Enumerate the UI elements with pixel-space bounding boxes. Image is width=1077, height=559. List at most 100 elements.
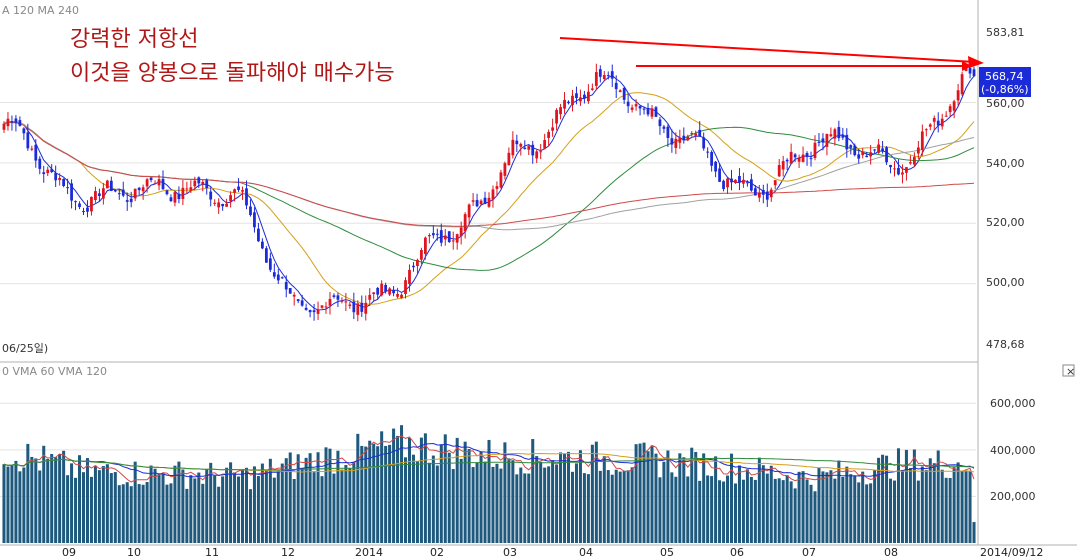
volume-bar — [809, 484, 813, 543]
volume-bar — [869, 483, 873, 543]
candle-body — [388, 288, 392, 295]
candle-body — [901, 172, 904, 175]
volume-bar — [244, 467, 249, 543]
volume-bar — [769, 465, 773, 543]
volume-bar — [745, 469, 749, 543]
candle-body — [606, 75, 610, 77]
candle-body — [960, 74, 964, 95]
volume-bar — [519, 467, 523, 543]
candle-body — [638, 106, 642, 109]
volume-tick-400k: 400,000 — [990, 444, 1036, 457]
candle-body — [368, 294, 372, 300]
volume-bar — [248, 489, 252, 543]
candle-body — [972, 69, 976, 77]
candle-body — [161, 178, 165, 190]
volume-bar — [527, 473, 531, 543]
candle-body — [642, 108, 646, 110]
volume-bar — [821, 471, 825, 543]
candle-body — [674, 138, 678, 148]
volume-axis-ticks: 600,000 400,000 200,000 — [990, 397, 1036, 503]
vma5-line — [3, 435, 975, 483]
volume-bar — [272, 477, 276, 543]
volume-bar — [531, 439, 535, 543]
volume-bar — [523, 473, 527, 543]
volume-bar — [129, 486, 133, 543]
volume-bar — [6, 466, 10, 543]
volume-bar — [678, 453, 682, 543]
volume-bar — [702, 453, 706, 543]
candle-body — [773, 180, 777, 186]
volume-bar — [932, 463, 936, 543]
candle-body — [479, 200, 483, 205]
volume-bar — [777, 478, 781, 543]
volume-bar — [634, 444, 638, 543]
candle-body — [50, 169, 54, 172]
volume-bar — [722, 481, 726, 543]
price-tick-top: 583,81 — [986, 26, 1025, 39]
volume-bar — [511, 460, 515, 543]
candle-body — [527, 146, 531, 150]
x-label-11: 11 — [205, 546, 219, 559]
x-label-04: 04 — [579, 546, 593, 559]
candle-body — [897, 167, 900, 175]
volume-bar — [304, 457, 308, 543]
candle-body — [523, 147, 527, 150]
volume-bar — [749, 476, 753, 543]
volume-bar — [70, 463, 74, 543]
close-icon[interactable]: × — [1066, 365, 1075, 378]
volume-bar — [165, 484, 169, 543]
candle-body — [141, 187, 145, 192]
candle-body — [515, 140, 519, 145]
candle-body — [682, 135, 686, 141]
candle-body — [654, 107, 658, 117]
candle-body — [268, 258, 272, 270]
candle-body — [447, 231, 451, 243]
candle-body — [519, 143, 523, 147]
candle-body — [435, 233, 439, 235]
candle-body — [58, 178, 62, 181]
candle-body — [336, 295, 340, 300]
candle-body — [777, 165, 781, 177]
candle-body — [630, 107, 634, 110]
candle-body — [718, 168, 721, 182]
volume-bar — [185, 488, 189, 543]
candle-body — [952, 101, 956, 111]
volume-bar — [594, 441, 598, 543]
volume-bar — [197, 472, 201, 543]
x-label-12: 12 — [281, 546, 295, 559]
volume-bar — [813, 491, 817, 543]
volume-bar — [889, 478, 893, 543]
candle-body — [543, 140, 547, 149]
candle-body — [495, 186, 499, 189]
candle-body — [46, 169, 50, 174]
candle-body — [881, 148, 884, 152]
candle-body — [793, 154, 797, 158]
volume-bar — [320, 476, 324, 543]
candle-body — [483, 197, 487, 205]
volume-bar — [46, 458, 50, 543]
volume-bar — [960, 470, 964, 543]
candle-body — [54, 172, 58, 181]
candle-body — [237, 186, 240, 190]
volume-bar — [229, 462, 233, 543]
volume-close-box[interactable] — [1062, 364, 1075, 377]
volume-bar — [543, 467, 547, 543]
candle-body — [424, 237, 427, 254]
candle-body — [312, 310, 316, 313]
candle-body — [451, 240, 455, 242]
candle-body — [90, 196, 93, 212]
volume-bar — [201, 483, 205, 543]
price-tick-500: 500,00 — [986, 276, 1025, 289]
volume-bar — [698, 480, 702, 543]
volume-bar — [797, 471, 801, 543]
x-label-last-date: 2014/09/12 — [980, 546, 1043, 559]
candle-body — [344, 301, 348, 303]
candle-body — [412, 265, 415, 268]
candle-body — [559, 107, 562, 115]
volume-bar — [471, 467, 475, 543]
volume-bar — [892, 480, 897, 543]
candle-body — [153, 183, 157, 185]
candle-body — [670, 138, 674, 145]
price-axis-ticks: 583,81 560,00 540,00 520,00 500,00 478,6… — [986, 26, 1025, 351]
volume-bar — [54, 457, 58, 543]
